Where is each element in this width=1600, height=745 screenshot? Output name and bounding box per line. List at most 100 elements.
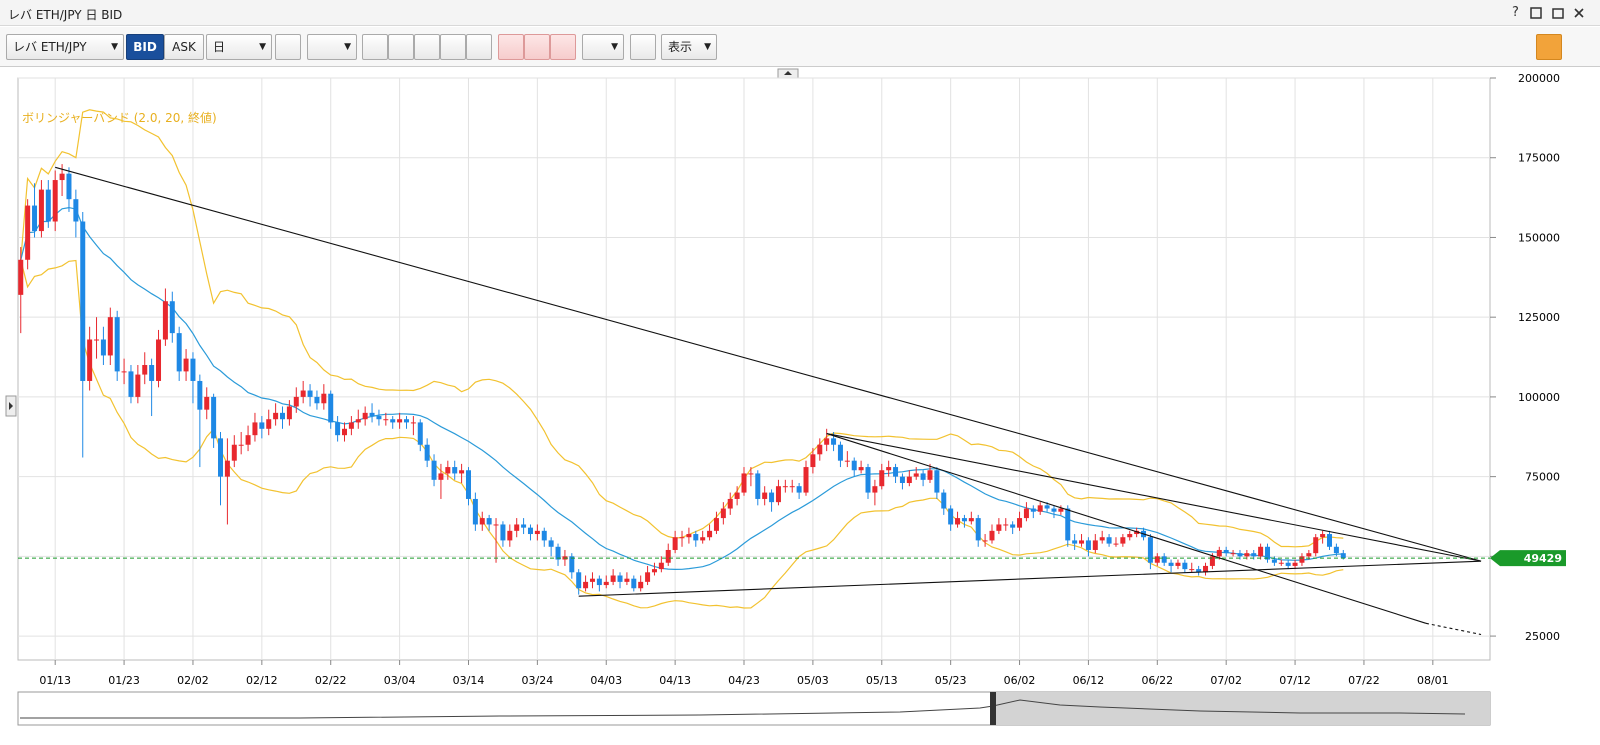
candle-body <box>817 444 823 455</box>
x-tick-label: 04/03 <box>590 674 622 687</box>
candle-body <box>527 527 533 535</box>
expand-button[interactable] <box>440 34 466 60</box>
candle-body <box>844 460 850 462</box>
bid-label: BID <box>133 40 157 54</box>
candle-body <box>1072 540 1078 544</box>
candle-body <box>231 444 237 461</box>
candle-body <box>555 546 561 560</box>
draw-tool-1[interactable] <box>498 34 524 60</box>
candle-body <box>672 537 678 550</box>
ask-button[interactable]: ASK <box>164 34 204 60</box>
candle-body <box>782 486 788 488</box>
candle-body <box>631 578 637 589</box>
draw-tool-2[interactable] <box>524 34 550 60</box>
candle-body <box>734 492 740 499</box>
candle-body <box>548 540 554 547</box>
candle-body <box>417 422 423 445</box>
candle-body <box>1134 530 1140 535</box>
x-tick-label: 07/22 <box>1348 674 1380 687</box>
candle-body <box>920 473 926 480</box>
candle-body <box>314 396 320 404</box>
candle-body <box>293 396 299 407</box>
x-tick-label: 04/23 <box>728 674 760 687</box>
candle-body <box>727 498 733 509</box>
candle-body <box>638 581 644 589</box>
bid-button[interactable]: BID <box>126 34 164 60</box>
candle-body <box>789 486 795 488</box>
candle-body <box>321 393 327 404</box>
candle-body <box>1113 543 1119 545</box>
period-select[interactable]: 日 <box>206 34 272 60</box>
candle-body <box>403 419 409 423</box>
candle-body <box>38 189 44 232</box>
side-panel-icon <box>9 402 13 410</box>
candle-body <box>328 393 334 423</box>
y-tick-label: 175000 <box>1518 152 1560 165</box>
x-tick-label: 08/01 <box>1417 674 1449 687</box>
fit-button[interactable] <box>414 34 440 60</box>
candle-body <box>273 412 279 420</box>
candle-body <box>224 460 230 477</box>
candle-body <box>1017 518 1023 528</box>
zoom-in-button[interactable] <box>362 34 388 60</box>
candle-body <box>796 486 802 493</box>
candle-body <box>941 492 947 509</box>
candle-body <box>1106 537 1112 544</box>
candle-body <box>576 572 582 589</box>
candle-body <box>975 518 981 541</box>
candle-body <box>280 412 286 420</box>
navigator-window[interactable] <box>993 692 1490 725</box>
candle-body <box>968 518 974 522</box>
candle-body <box>1327 534 1333 547</box>
close-button[interactable] <box>1574 8 1584 18</box>
candle-body <box>748 473 754 475</box>
y-tick-label: 150000 <box>1518 231 1560 244</box>
x-tick-label: 02/12 <box>246 674 278 687</box>
pen-select[interactable] <box>582 34 624 60</box>
candle-body <box>156 339 162 381</box>
trend-line <box>578 560 1482 597</box>
candle-body <box>355 419 361 423</box>
view-select[interactable]: 表示 <box>661 34 717 60</box>
zoom-out-button[interactable] <box>388 34 414 60</box>
candle-body <box>865 467 871 493</box>
candle-body <box>507 530 513 541</box>
navigator-handle[interactable] <box>990 692 996 725</box>
candle-body <box>135 374 141 397</box>
candle-body <box>94 339 100 341</box>
draw-tool-3[interactable] <box>550 34 576 60</box>
x-tick-label: 05/23 <box>935 674 967 687</box>
candle-body <box>1099 537 1105 541</box>
candle-body <box>913 473 919 477</box>
minimize-button[interactable] <box>1530 7 1542 19</box>
candle-body <box>465 470 471 499</box>
candle-body <box>1203 565 1209 573</box>
candle-body <box>651 569 657 573</box>
candle-body <box>197 380 203 410</box>
candle-body <box>52 180 58 222</box>
maximize-button[interactable] <box>1552 8 1564 19</box>
candle-body <box>424 444 430 461</box>
x-tick-label: 01/13 <box>39 674 71 687</box>
x-tick-label: 07/02 <box>1210 674 1242 687</box>
candle-body <box>452 467 458 474</box>
period: 日 <box>213 40 226 54</box>
y-tick-label: 75000 <box>1525 471 1560 484</box>
settings-button[interactable] <box>1536 34 1562 60</box>
candle-body <box>686 534 692 538</box>
x-tick-label: 03/04 <box>384 674 416 687</box>
indicator-button[interactable] <box>630 34 656 60</box>
candle-body <box>934 470 940 493</box>
candle-body <box>1023 508 1029 519</box>
symbol-select[interactable]: レバ ETH/JPY <box>6 34 124 60</box>
candle-body <box>1278 562 1284 564</box>
compare-button[interactable] <box>275 34 301 60</box>
latest-button[interactable] <box>466 34 492 60</box>
chart-type-select[interactable] <box>307 34 357 60</box>
candle-body <box>803 467 809 493</box>
candle-body <box>100 339 106 356</box>
candle-body <box>596 578 602 586</box>
help-button[interactable]: ? <box>1512 5 1519 20</box>
candle-body <box>245 435 251 445</box>
candle-body <box>1251 553 1257 557</box>
